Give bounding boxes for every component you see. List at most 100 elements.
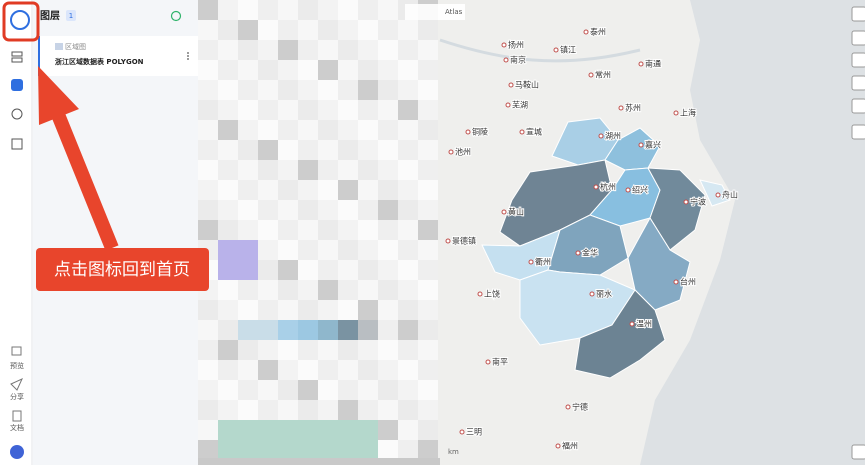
mosaic-cell (398, 360, 418, 380)
scale-unit: km (448, 448, 459, 456)
mosaic-cell (358, 340, 378, 360)
tool-button[interactable] (851, 30, 865, 46)
mosaic-cell (198, 0, 218, 20)
mosaic-cell (238, 20, 258, 40)
city-dot (501, 42, 507, 48)
city-label: 南京 (510, 55, 526, 65)
mosaic-cell (318, 340, 338, 360)
mosaic-cell (218, 80, 238, 100)
city-dot (625, 187, 631, 193)
mosaic-cell (358, 300, 378, 320)
mosaic-cell (238, 40, 258, 60)
layer-name[interactable]: 浙江区域数据表 POLYGON (55, 57, 144, 66)
mosaic-cell (378, 360, 398, 380)
mosaic-cell (338, 380, 358, 400)
mosaic-cell (358, 380, 378, 400)
mosaic-cell (278, 320, 298, 340)
city-dot (465, 129, 471, 135)
mosaic-cell (238, 180, 258, 200)
nav-icon[interactable] (12, 410, 22, 422)
mosaic-cell (258, 200, 278, 220)
mosaic-cell (338, 80, 358, 100)
avatar[interactable] (10, 445, 24, 459)
panel-title: 图层 (40, 10, 60, 22)
mosaic-cell (398, 120, 418, 140)
nav-icon[interactable] (11, 51, 23, 57)
mosaic-cell (298, 280, 318, 300)
mosaic-cell (218, 40, 238, 60)
mosaic-cell (198, 140, 218, 160)
mosaic-cell (238, 340, 258, 360)
nav-icon[interactable] (11, 57, 23, 63)
mosaic-cell (378, 320, 398, 340)
mosaic-cell (338, 220, 358, 240)
mosaic-cell (418, 100, 438, 120)
mosaic-cell (258, 240, 278, 260)
mosaic-cell (218, 140, 238, 160)
mosaic-cell (358, 240, 378, 260)
mosaic-cell (398, 420, 418, 440)
mosaic-cell (398, 300, 418, 320)
mosaic-cell (378, 440, 398, 460)
mosaic-cell (378, 140, 398, 160)
mosaic-cell (258, 180, 278, 200)
mosaic-cell (318, 120, 338, 140)
mosaic-cell (318, 160, 338, 180)
mosaic-cell (338, 60, 358, 80)
nav-label[interactable]: 分享 (10, 392, 24, 401)
mosaic-cell (238, 360, 258, 380)
mosaic-cell (238, 300, 258, 320)
mosaic-cell (418, 80, 438, 100)
mosaic-cell (218, 100, 238, 120)
mosaic-cell (338, 400, 358, 420)
mosaic-cell (218, 200, 238, 220)
city-dot (508, 82, 514, 88)
blurred-area (198, 0, 438, 460)
more-menu[interactable] (187, 52, 189, 60)
logo[interactable] (10, 10, 30, 30)
city-label: 绍兴 (632, 185, 648, 195)
mosaic-cell (218, 400, 238, 420)
mosaic-cell (318, 360, 338, 380)
sea (640, 0, 865, 465)
tool-button[interactable] (851, 75, 865, 91)
mosaic-cell (218, 440, 238, 460)
mosaic-cell (238, 120, 258, 140)
mosaic-cell (338, 260, 358, 280)
nav-label[interactable]: 预览 (10, 361, 24, 370)
mosaic-cell (278, 420, 298, 440)
layer-card[interactable] (38, 36, 198, 76)
nav-icon[interactable] (11, 138, 23, 150)
tool-button[interactable] (851, 52, 865, 68)
mosaic-cell (238, 100, 258, 120)
mosaic-cell (238, 320, 258, 340)
mosaic-cell (298, 100, 318, 120)
mosaic-cell (358, 160, 378, 180)
mosaic-cell (378, 40, 398, 60)
mosaic-cell (298, 200, 318, 220)
mosaic-cell (198, 60, 218, 80)
layer-panel (33, 0, 198, 465)
mosaic-cell (218, 160, 238, 180)
tool-button[interactable] (851, 444, 865, 460)
nav-icon[interactable] (11, 108, 23, 120)
mosaic-cell (358, 260, 378, 280)
tool-button[interactable] (851, 124, 865, 140)
mosaic-cell (298, 360, 318, 380)
nav-icon[interactable] (11, 346, 22, 356)
mosaic-cell (258, 320, 278, 340)
nav-icon[interactable] (10, 377, 24, 391)
mosaic-cell (198, 420, 218, 440)
tool-button[interactable] (851, 6, 865, 22)
mosaic-cell (418, 300, 438, 320)
tool-button[interactable] (851, 98, 865, 114)
nav-icon-active[interactable] (11, 79, 23, 91)
mosaic-cell (338, 120, 358, 140)
nav-label[interactable]: 文档 (10, 423, 24, 432)
mosaic-cell (318, 240, 338, 260)
mosaic-cell (198, 400, 218, 420)
city-dot (618, 105, 624, 111)
mosaic-cell (238, 60, 258, 80)
mosaic-cell (398, 440, 418, 460)
region (699, 179, 731, 207)
